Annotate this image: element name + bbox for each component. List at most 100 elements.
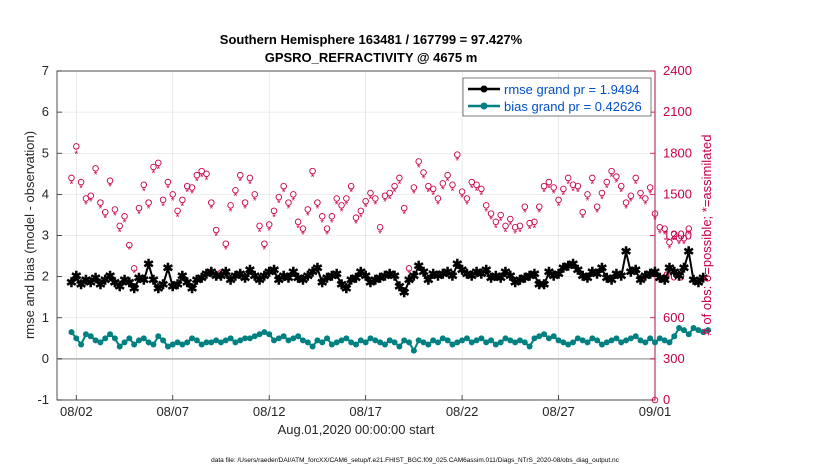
obs-assimilated-point: *	[258, 227, 262, 238]
obs-possible-point	[545, 178, 553, 186]
rmse-point: ✱	[264, 265, 275, 280]
bias-point	[502, 335, 509, 342]
bias-point	[107, 331, 114, 338]
obs-assimilated-point: *	[475, 186, 479, 197]
bias-point	[512, 339, 519, 346]
obs-possible-point	[569, 181, 577, 189]
obs-possible-point	[680, 234, 688, 242]
obs-assimilated-point: *	[542, 188, 546, 199]
rmse-point: ✱	[587, 265, 598, 280]
bias-point	[227, 335, 234, 342]
obs-assimilated-point: *	[504, 227, 508, 238]
bias-point	[521, 339, 528, 346]
bias-point	[401, 337, 408, 344]
rmse-point: ✱	[119, 273, 130, 288]
bias-point	[555, 337, 562, 344]
obs-possible-point	[444, 171, 451, 179]
obs-possible-point	[574, 182, 582, 190]
obs-assimilated-point: *	[561, 190, 565, 201]
bias-point	[492, 341, 499, 348]
rmse-point: ✱	[539, 277, 550, 292]
obs-possible-point	[579, 208, 586, 216]
obs-possible-point	[338, 202, 345, 209]
bias-point	[608, 337, 615, 344]
obs-assimilated-point: *	[639, 194, 643, 205]
x-tick-label: 08/02	[60, 404, 93, 419]
obs-possible-point	[666, 239, 673, 246]
obs-possible-point	[101, 208, 109, 216]
bias-point	[676, 325, 683, 332]
rmse-point: ✱	[461, 267, 472, 282]
rmse-point: ✱	[582, 271, 593, 286]
legend-rmse-label: rmse grand pr = 1.9494	[504, 82, 640, 97]
bias-point	[488, 337, 495, 344]
obs-assimilated-point: *	[378, 229, 382, 240]
bias-point	[184, 339, 191, 346]
rmse-point: ✱	[187, 281, 198, 296]
rmse-point: ✱	[471, 265, 482, 280]
bias-point	[386, 337, 393, 344]
obs-possible-point	[111, 206, 119, 213]
bias-point	[613, 335, 620, 342]
bias-point	[656, 335, 663, 342]
rmse-point: ✱	[524, 269, 535, 284]
x-axis: 08/02 08/07 08/12 08/17 08/22 08/27 09/01	[60, 395, 671, 419]
rmse-point: ✱	[143, 256, 154, 271]
bias-point	[266, 331, 273, 338]
rmse-point: ✱	[105, 269, 116, 284]
obs-assimilated-point: *	[70, 179, 74, 190]
obs-assimilated-point: *	[262, 245, 266, 256]
rmse-point: ✱	[404, 273, 415, 288]
rmse-point: ✱	[191, 273, 202, 288]
bias-point	[642, 339, 649, 346]
bias-point	[261, 329, 268, 336]
obs-possible-point	[536, 203, 543, 210]
bias-point	[333, 339, 340, 346]
rmse-point: ✱	[307, 265, 318, 280]
obs-assimilated-point: *	[417, 163, 421, 174]
obs-possible-point	[487, 210, 495, 217]
rmse-point: ✱	[384, 267, 395, 282]
bias-point	[82, 331, 89, 338]
obs-possible-point	[246, 174, 254, 182]
rmse-point: ✱	[486, 271, 497, 286]
obs-possible-point	[651, 396, 659, 404]
obs-possible-point	[145, 199, 152, 206]
obs-possible-point	[608, 167, 615, 175]
bias-point	[324, 335, 331, 342]
rmse-point: ✱	[177, 269, 188, 284]
obs-assimilated-point: *	[643, 200, 647, 211]
rmse-point: ✱	[360, 269, 371, 284]
obs-possible-point	[126, 241, 133, 249]
obs-assimilated-point: *	[282, 188, 286, 199]
rmse-point: ✱	[625, 265, 636, 280]
obs-assimilated-point: *	[431, 190, 435, 201]
rmse-point: ✱	[312, 260, 323, 275]
obs-possible-point	[661, 225, 668, 232]
obs-assimilated-point: *	[532, 223, 536, 234]
rmse-point: ✱	[596, 260, 607, 275]
bias-point	[362, 339, 369, 346]
obs-possible-point	[362, 197, 369, 205]
obs-possible-point	[386, 189, 394, 197]
obs-possible-point	[304, 206, 312, 213]
obs-assimilated-point: *	[98, 204, 102, 215]
bias-point	[550, 333, 557, 340]
rmse-point: ✱	[611, 267, 622, 282]
bias-point	[251, 333, 258, 340]
rmse-point: ✱	[365, 275, 376, 290]
obs-assimilated-point: *	[595, 208, 599, 219]
rmse-point: ✱	[428, 267, 439, 282]
rmse-point: ✱	[466, 269, 477, 284]
obs-possible-point	[598, 189, 606, 197]
obs-assimilated-point: *	[151, 168, 155, 179]
bias-point	[275, 335, 282, 342]
bias-point	[174, 339, 181, 346]
rmse-point: ✱	[95, 277, 106, 292]
obs-possible-point	[685, 225, 693, 232]
bias-point	[381, 341, 388, 348]
bias-point	[570, 339, 577, 346]
obs-possible-point	[68, 174, 75, 182]
obs-assimilated-point: *	[629, 197, 633, 208]
